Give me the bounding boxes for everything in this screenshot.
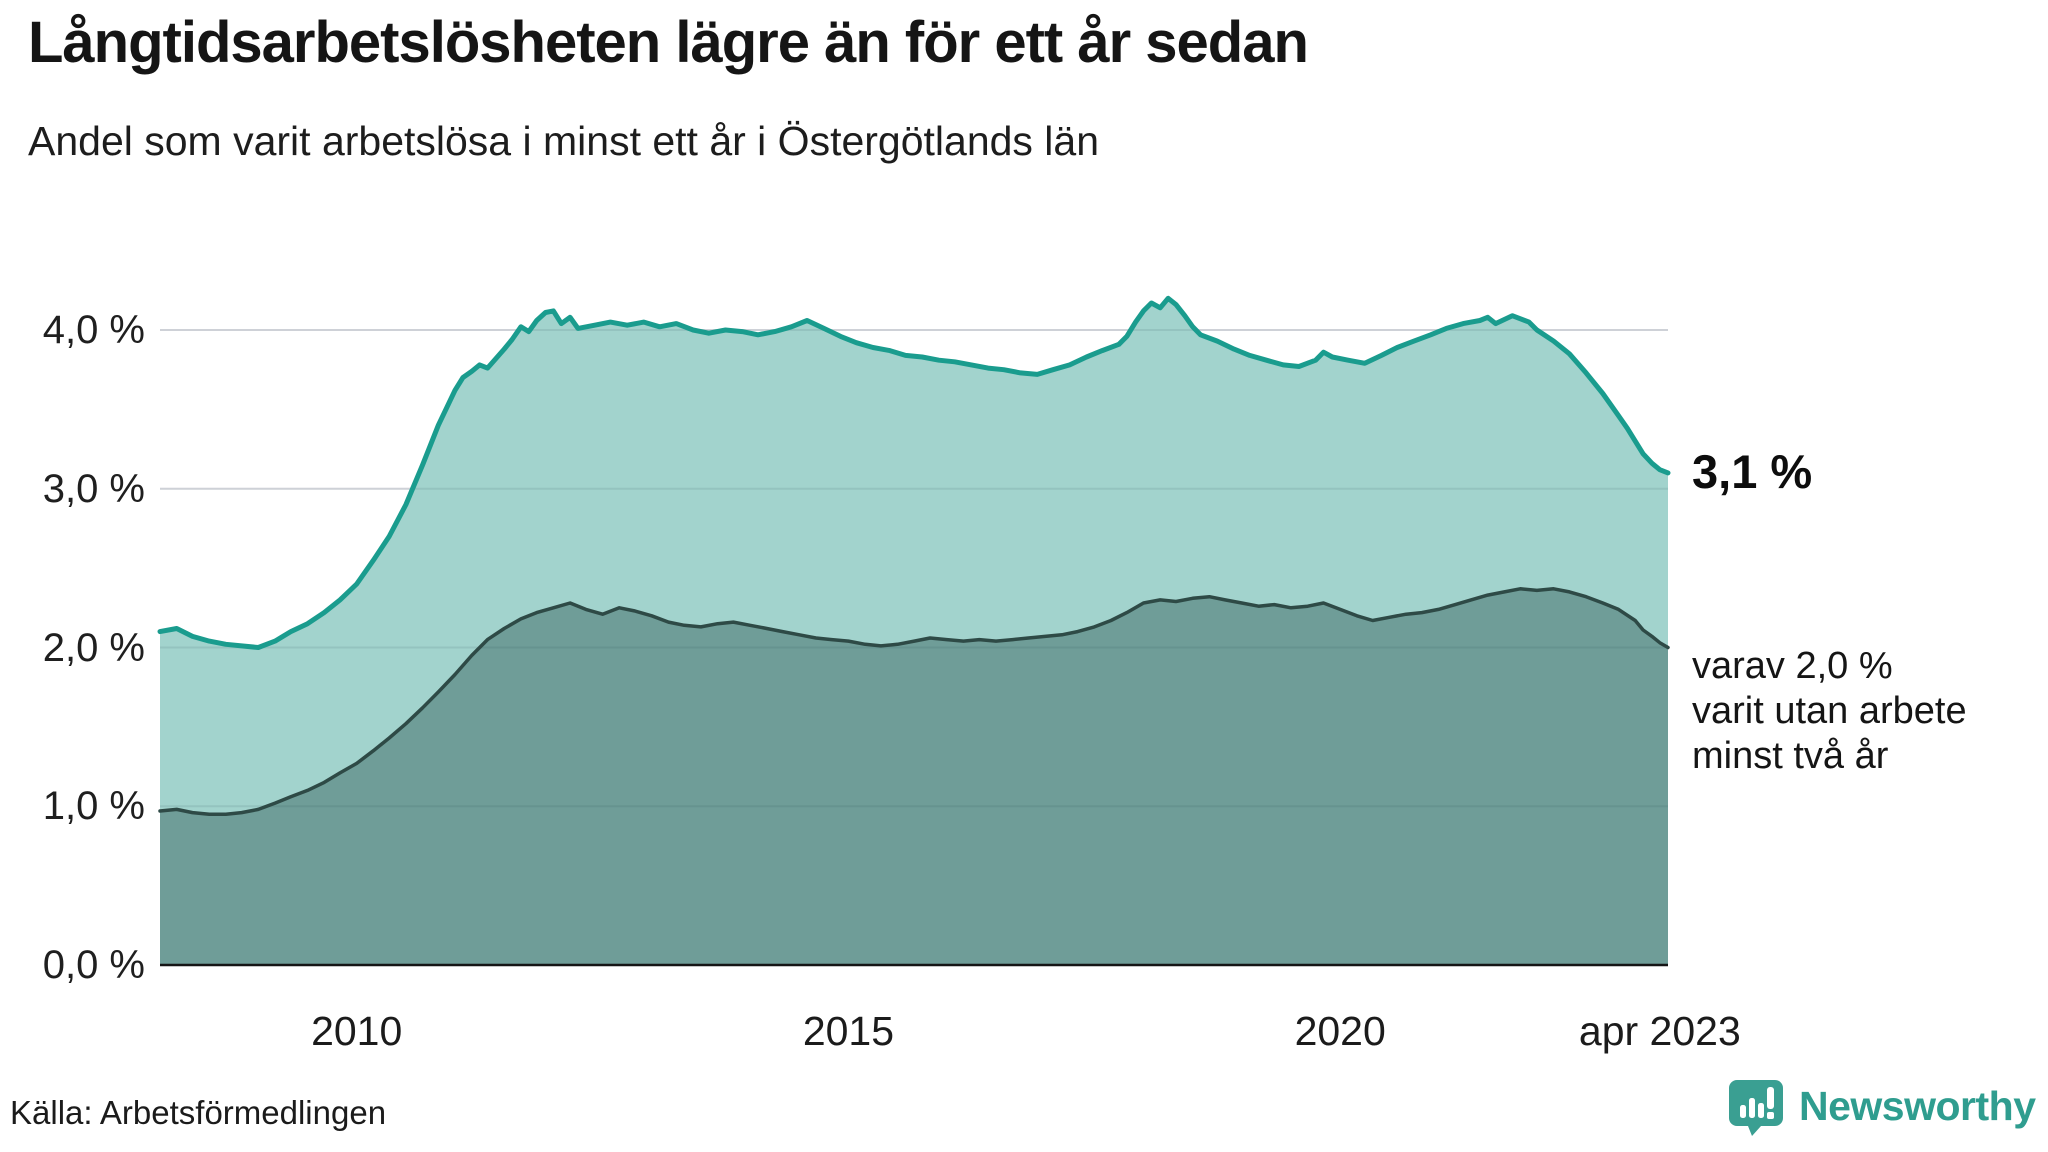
line-one-year	[157, 295, 1671, 650]
page-subtitle: Andel som varit arbetslösa i minst ett å…	[28, 118, 1100, 164]
y-axis-tick-2: 2,0 %	[42, 625, 145, 670]
newsworthy-logo: Newsworthy	[1727, 1076, 2036, 1136]
y-axis-tick-1: 1,0 %	[42, 784, 145, 829]
area-fill-two-year	[160, 588, 1668, 965]
y-axis-tick-4: 4,0 %	[42, 308, 145, 352]
area-fill-one-year	[160, 298, 1668, 965]
gridlines	[160, 329, 1668, 808]
x-axis-tick-2010: 2010	[311, 1008, 403, 1054]
newsworthy-logo-text: Newsworthy	[1799, 1082, 2036, 1129]
source-caption: Källa: Arbetsförmedlingen	[10, 1094, 387, 1131]
two-year-annotation: varav 2,0 % varit utan arbete minst två …	[1692, 644, 1967, 779]
y-axis-tick-3: 3,0 %	[42, 466, 145, 511]
two-year-annotation-line-1: varav 2,0 %	[1692, 645, 1893, 687]
line-two-year	[158, 587, 1670, 816]
x-axis-tick-2015: 2015	[802, 1008, 895, 1054]
end-value-label: 3,1 %	[1692, 445, 1813, 498]
two-year-annotation-line-2: varit utan arbete	[1692, 690, 1967, 732]
newsworthy-icon	[1729, 1080, 1783, 1136]
two-year-annotation-line-3: minst två år	[1692, 735, 1889, 777]
gridlines-overlay	[160, 329, 1668, 808]
x-axis-tick-apr-2023: apr 2023	[1578, 1008, 1741, 1054]
page-title: Långtidsarbetslösheten lägre än för ett …	[28, 10, 1309, 75]
x-axis-tick-2020: 2020	[1294, 1008, 1386, 1054]
y-axis-tick-0: 0,0 %	[42, 943, 145, 987]
